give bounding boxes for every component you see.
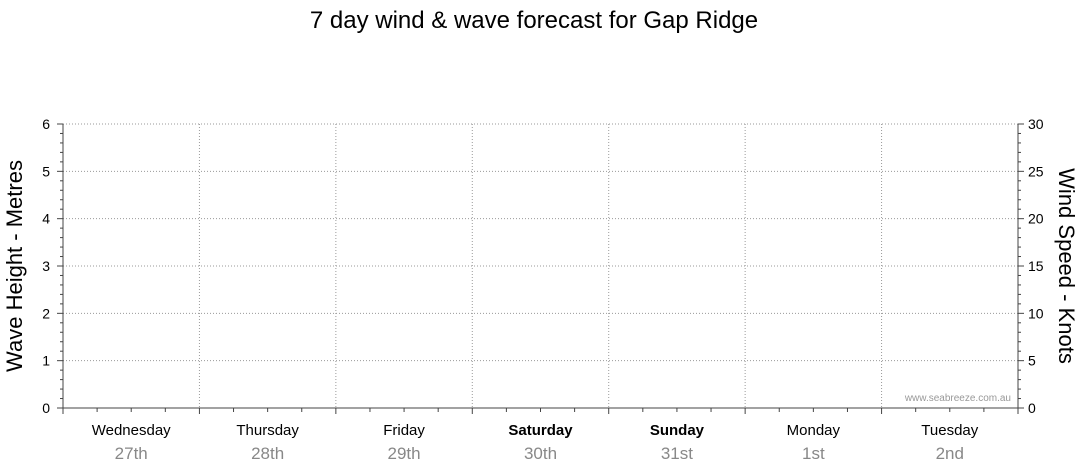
day-name-label: Tuesday [921, 422, 978, 439]
watermark-text: www.seabreeze.com.au [904, 393, 1011, 404]
right-tick-label: 0 [1028, 400, 1036, 416]
chart-title: 7 day wind & wave forecast for Gap Ridge [310, 7, 758, 34]
left-tick-label: 6 [42, 116, 50, 132]
right-axis-ticks: 0 5 10 15 20 25 30 [1018, 116, 1044, 416]
day-date-label: 29th [388, 444, 421, 463]
right-tick-label: 30 [1028, 116, 1044, 132]
right-tick-label: 15 [1028, 258, 1044, 274]
left-tick-label: 2 [42, 305, 50, 321]
day-date-label: 2nd [936, 444, 964, 463]
axes [62, 124, 1019, 414]
left-axis-title: Wave Height - Metres [2, 160, 27, 372]
day-name-label: Friday [383, 422, 425, 439]
day-name-label: Wednesday [92, 422, 171, 439]
day-date-label: 28th [251, 444, 284, 463]
right-tick-label: 25 [1028, 163, 1044, 179]
day-name-label: Sunday [650, 422, 705, 439]
day-date-label: 30th [524, 444, 557, 463]
right-axis-title: Wind Speed - Knots [1054, 168, 1079, 364]
left-tick-label: 3 [42, 258, 50, 274]
right-tick-label: 5 [1028, 353, 1036, 369]
day-date-label: 31st [661, 444, 693, 463]
right-tick-label: 10 [1028, 305, 1044, 321]
day-date-label: 27th [115, 444, 148, 463]
left-tick-label: 4 [42, 211, 50, 227]
left-tick-label: 5 [42, 163, 50, 179]
day-name-label: Thursday [236, 422, 299, 439]
left-tick-label: 0 [42, 400, 50, 416]
day-labels: Wednesday 27th Thursday 28th Friday 29th Satur… [92, 422, 979, 463]
day-date-label: 1st [802, 444, 825, 463]
grid-lines [63, 123, 1018, 408]
day-name-label: Saturday [508, 422, 573, 439]
right-tick-label: 20 [1028, 211, 1044, 227]
left-tick-label: 1 [42, 353, 50, 369]
day-name-label: Monday [787, 422, 841, 439]
left-axis-ticks: 0 1 2 3 4 5 6 [42, 116, 63, 416]
